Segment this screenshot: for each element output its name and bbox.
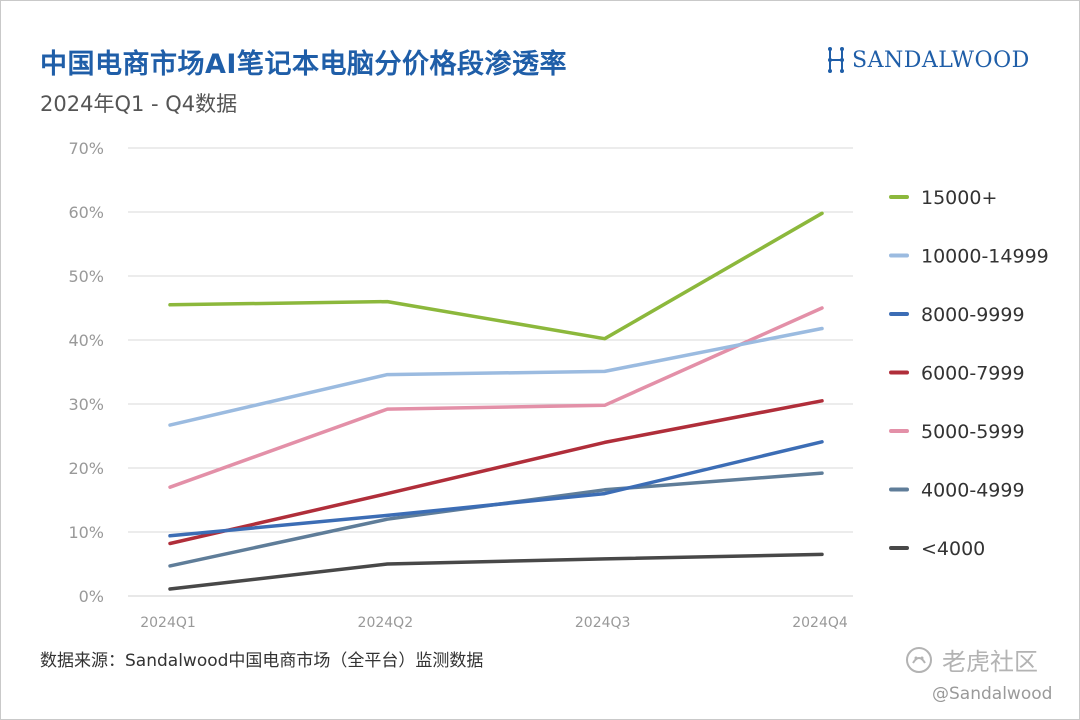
legend-label: 10000-14999: [921, 246, 1049, 268]
x-tick-label: 2024Q4: [792, 615, 848, 631]
y-tick-label: 30%: [68, 395, 104, 414]
chart-title: 中国电商市场AI笔记本电脑分价格段渗透率: [40, 49, 567, 80]
watermark-handle: @Sandalwood: [932, 684, 1053, 704]
y-tick-label: 40%: [68, 331, 104, 350]
legend-label: 5000-5999: [921, 421, 1025, 443]
series-line-10000-14999: [168, 326, 824, 427]
y-tick-label: 20%: [68, 459, 104, 478]
sandalwood-logo-icon: [828, 47, 844, 73]
y-tick-label: 70%: [68, 139, 104, 158]
watermark-text: 老虎社区: [942, 648, 1038, 676]
series-line-8000-9999: [168, 440, 824, 538]
series-line-15000+: [168, 211, 824, 341]
watermark: 老虎社区: [904, 642, 1038, 677]
y-tick-label: 50%: [68, 267, 104, 286]
legend-label: 4000-4999: [921, 480, 1025, 502]
legend-label: 15000+: [921, 187, 997, 209]
chart-subtitle: 2024年Q1 - Q4数据: [40, 92, 238, 116]
legend-label: <4000: [921, 538, 985, 560]
x-tick-label: 2024Q1: [140, 615, 196, 631]
y-tick-label: 0%: [79, 587, 104, 606]
x-tick-label: 2024Q3: [575, 615, 631, 631]
tiger-community-logo-icon: [906, 646, 932, 673]
data-source-note: 数据来源：Sandalwood中国电商市场（全平台）监测数据: [40, 651, 484, 671]
x-tick-label: 2024Q2: [358, 615, 414, 631]
series-line-5000-5999: [168, 306, 824, 489]
y-tick-label: 60%: [68, 203, 104, 222]
y-tick-label: 10%: [68, 523, 104, 542]
brand-name: SANDALWOOD: [852, 47, 1030, 73]
legend-label: 6000-7999: [921, 363, 1025, 385]
series-line-<4000: [168, 552, 824, 591]
legend-label: 8000-9999: [921, 304, 1025, 326]
series-line-6000-7999: [168, 399, 824, 546]
brand-logo: SANDALWOOD: [826, 42, 1030, 78]
